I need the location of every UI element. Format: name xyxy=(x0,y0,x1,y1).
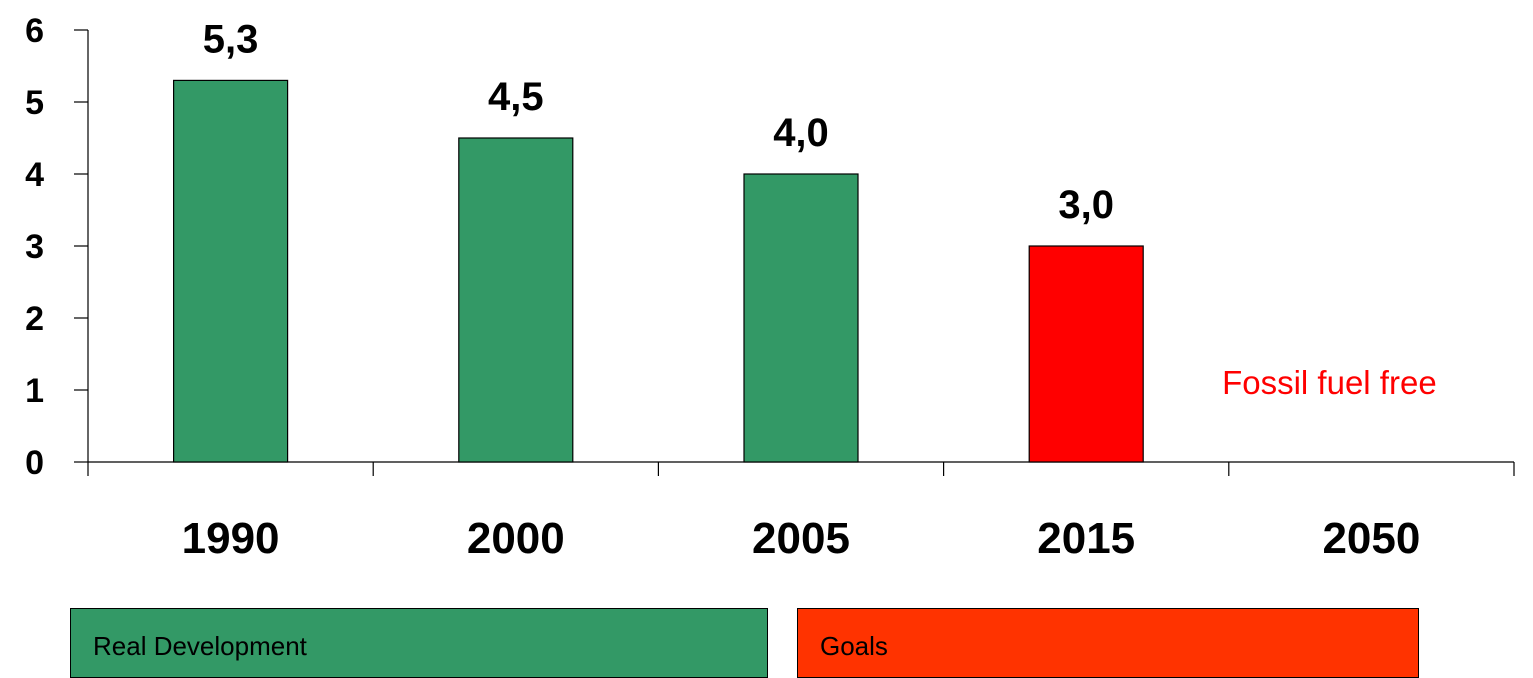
y-tick-label: 3 xyxy=(25,228,44,266)
data-label-2000: 4,5 xyxy=(488,75,544,119)
y-tick-label: 5 xyxy=(25,84,44,122)
bar-2015 xyxy=(1028,245,1144,463)
bar-chart: 0 1 2 3 4 5 6 1990 2000 2005 2015 2050 5,3 4,5 4,0 3,… xyxy=(25,12,1515,563)
data-label-2015: 3,0 xyxy=(1058,183,1114,227)
x-axis: 1990 2000 2005 2015 2050 xyxy=(87,461,1515,563)
x-tick-label: 2015 xyxy=(1037,514,1135,563)
x-tick-label: 2000 xyxy=(467,514,565,563)
x-tick-label: 2050 xyxy=(1322,514,1420,563)
legend-real-development-label: Real Development xyxy=(93,631,307,661)
y-tick-label: 1 xyxy=(25,372,44,410)
y-tick-label: 6 xyxy=(25,12,44,50)
x-tick-label: 1990 xyxy=(182,514,280,563)
legend-real-development: Real Development xyxy=(70,608,768,678)
bar-2005 xyxy=(743,173,859,463)
y-axis: 0 1 2 3 4 5 6 xyxy=(25,12,89,482)
y-tick-label: 2 xyxy=(25,300,44,338)
bars xyxy=(173,79,1144,463)
bar-2000 xyxy=(458,137,574,463)
y-tick-label: 0 xyxy=(25,444,44,482)
y-tick-label: 4 xyxy=(25,156,44,194)
data-label-2005: 4,0 xyxy=(773,111,829,155)
annotation-fossil-fuel-free: Fossil fuel free xyxy=(1222,364,1437,401)
legend-goals: Goals xyxy=(797,608,1419,678)
x-tick-label: 2005 xyxy=(752,514,850,563)
data-labels: 5,3 4,5 4,0 3,0 xyxy=(203,17,1114,227)
bar-1990 xyxy=(173,79,289,463)
annotations: Fossil fuel free xyxy=(1222,364,1437,401)
legend-goals-label: Goals xyxy=(820,631,888,661)
data-label-1990: 5,3 xyxy=(203,17,259,61)
